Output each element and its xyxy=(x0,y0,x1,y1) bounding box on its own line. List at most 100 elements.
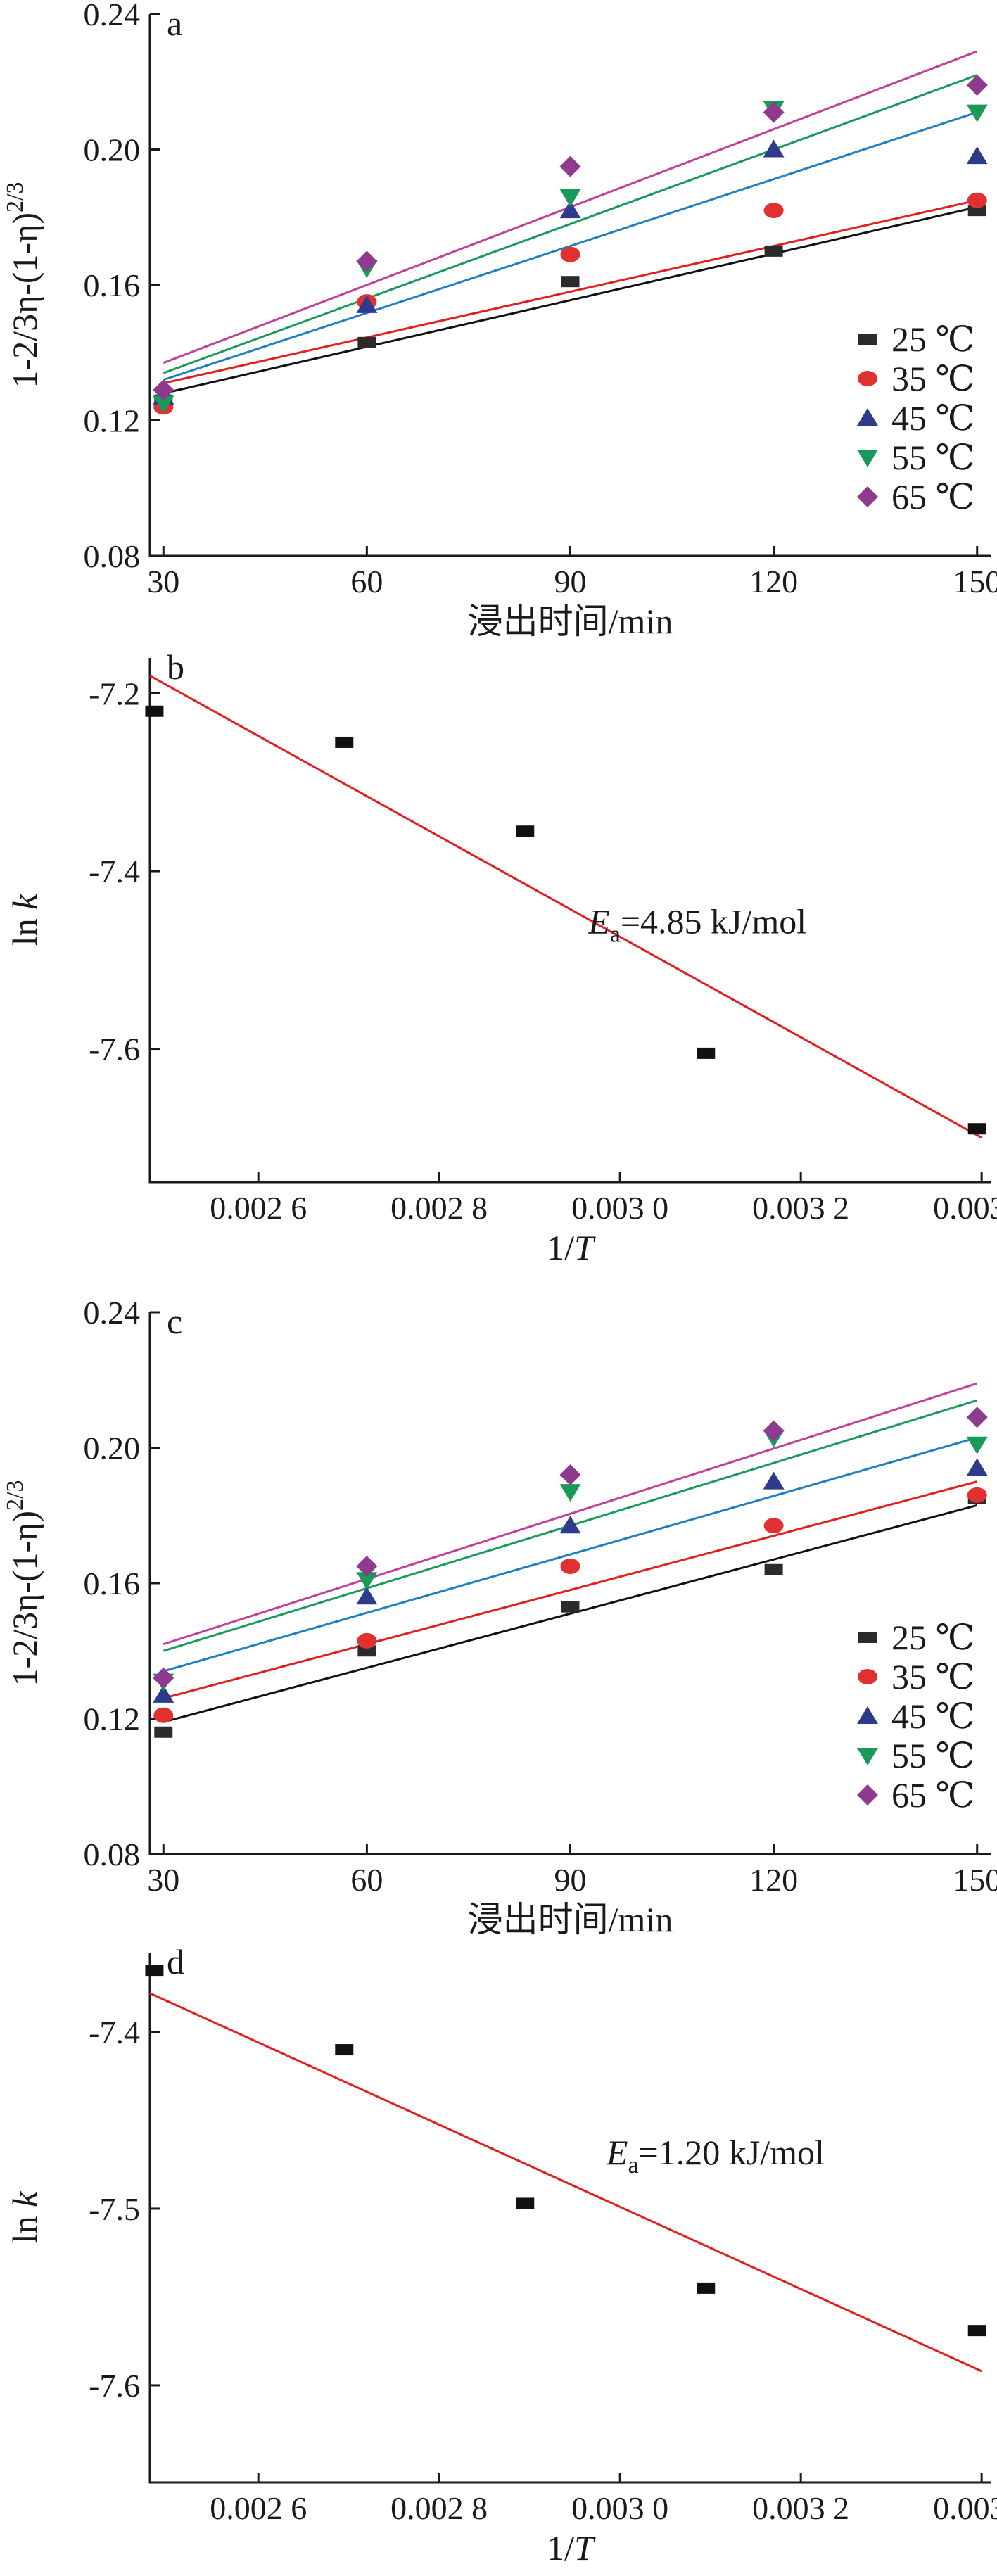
data-point xyxy=(357,336,376,348)
data-point xyxy=(356,295,378,313)
axes-b xyxy=(148,658,991,1184)
legend-marker xyxy=(857,486,878,507)
data-point xyxy=(966,146,988,165)
y-tick-label: -7.2 xyxy=(89,676,140,712)
panel-a: 30 60 90 120 150 0.08 0.12 0.16 0.20 0.24 a 25 ℃35 … xyxy=(2,0,997,641)
x-tick-label: 0.003 2 xyxy=(752,2490,849,2526)
data-point xyxy=(559,1484,581,1502)
panel-letter: b xyxy=(167,647,184,687)
data-point xyxy=(966,104,988,122)
y-tick-label: 0.16 xyxy=(84,267,141,303)
data-point xyxy=(559,156,581,177)
fit-line xyxy=(149,674,982,1139)
data-point xyxy=(764,245,783,257)
y-tick-label: 0.16 xyxy=(84,1566,141,1601)
fit-line xyxy=(163,74,978,374)
series-4 xyxy=(153,75,988,401)
axes-c xyxy=(148,1312,991,1855)
x-axis-label: 1/T xyxy=(547,2528,596,2568)
data-point xyxy=(966,75,988,96)
data-point xyxy=(561,276,580,288)
data-point xyxy=(559,1516,581,1534)
legend-label: 45 ℃ xyxy=(891,1696,974,1736)
x-tick-label: 90 xyxy=(554,1862,587,1898)
fit-line xyxy=(163,1382,978,1646)
y-tick-label: 0.08 xyxy=(84,1836,141,1872)
series-2 xyxy=(153,139,988,405)
data-point xyxy=(153,1707,174,1723)
series-2 xyxy=(153,1458,988,1703)
data-point xyxy=(763,203,784,219)
fit-line xyxy=(163,1436,978,1673)
data-point xyxy=(697,1047,716,1059)
legend-marker xyxy=(857,450,878,467)
y-axis-label: ln k xyxy=(5,2191,44,2243)
x-tick-label: 60 xyxy=(350,1862,383,1898)
legend-label: 25 ℃ xyxy=(891,1618,974,1657)
y-tick-label: -7.5 xyxy=(89,2191,140,2227)
x-tick-label: 0.003 2 xyxy=(752,1190,849,1226)
y-tick-label: -7.4 xyxy=(89,2015,140,2050)
x-tick-label: 30 xyxy=(147,1862,179,1898)
data-point xyxy=(764,1563,783,1575)
data-point xyxy=(559,201,581,219)
panel-c: 30 60 90 120 150 0.08 0.12 0.16 0.20 0.24 c 25 ℃35 … xyxy=(2,1295,997,1939)
fit-line xyxy=(149,1992,982,2373)
legend-label: 65 ℃ xyxy=(891,1775,974,1815)
data-point xyxy=(763,139,785,158)
legend-marker xyxy=(857,1784,878,1806)
fit-line xyxy=(163,111,978,381)
panel-b: 0.002 6 0.002 8 0.003 0 0.003 2 0.003 4 -7.2 -… xyxy=(5,647,997,1267)
x-tick-label: 120 xyxy=(749,1862,798,1898)
series-1 xyxy=(153,1487,987,1723)
data-point xyxy=(516,2197,535,2209)
y-axis-label: 1-2/3η-(1-η)2/3 xyxy=(2,182,44,388)
x-axis-label: 浸出时间/min xyxy=(468,602,673,641)
data-point xyxy=(153,395,174,414)
x-tick-label: 60 xyxy=(350,564,383,599)
y-tick-label: 0.12 xyxy=(84,1701,141,1737)
data-point xyxy=(154,1726,173,1738)
data-point xyxy=(145,1965,164,1977)
legend-label: 25 ℃ xyxy=(891,319,974,359)
data-point xyxy=(967,205,986,217)
legend-marker xyxy=(857,408,878,426)
legend-label: 55 ℃ xyxy=(891,438,974,477)
y-tick-label: 0.24 xyxy=(84,0,141,32)
x-tick-label: 0.003 0 xyxy=(571,2490,668,2526)
data-point xyxy=(697,2282,716,2294)
axes-d xyxy=(148,1953,991,2484)
fit-line xyxy=(163,1504,978,1723)
data-point xyxy=(763,1471,785,1490)
x-tick-label: 150 xyxy=(953,564,997,599)
panel-letter: c xyxy=(167,1302,182,1341)
legend-label: 35 ℃ xyxy=(891,359,974,398)
data-point xyxy=(560,246,580,262)
legend-label: 45 ℃ xyxy=(891,398,974,438)
data-point xyxy=(153,379,174,401)
x-tick-label: 30 xyxy=(147,564,179,599)
y-tick-label: -7.6 xyxy=(89,1032,140,1067)
panel-letter: d xyxy=(167,1942,184,1981)
x-axis-label: 1/T xyxy=(547,1228,596,1267)
legend-label: 55 ℃ xyxy=(891,1736,974,1775)
data-point xyxy=(967,192,987,208)
x-tick-label: 0.003 4 xyxy=(933,2490,997,2526)
x-tick-label: 0.002 6 xyxy=(210,1190,307,1226)
activation-energy-label: Ea=1.20 kJ/mol xyxy=(606,2133,825,2178)
y-tick-label: 0.08 xyxy=(84,538,141,574)
x-axis-label: 浸出时间/min xyxy=(468,1900,673,1939)
x-tick-label: 120 xyxy=(749,564,798,599)
activation-energy-label: Ea=4.85 kJ/mol xyxy=(588,901,806,947)
legend-label: 35 ℃ xyxy=(891,1657,974,1696)
x-tick-label: 0.002 8 xyxy=(390,2490,488,2526)
legend-marker xyxy=(858,1669,877,1684)
x-tick-label: 0.003 4 xyxy=(933,1190,997,1226)
data-point xyxy=(763,101,785,123)
y-axis-label: ln k xyxy=(5,894,44,946)
data-point xyxy=(145,705,164,717)
series-0 xyxy=(145,705,986,1135)
data-point xyxy=(335,736,354,748)
data-point xyxy=(153,1684,174,1703)
